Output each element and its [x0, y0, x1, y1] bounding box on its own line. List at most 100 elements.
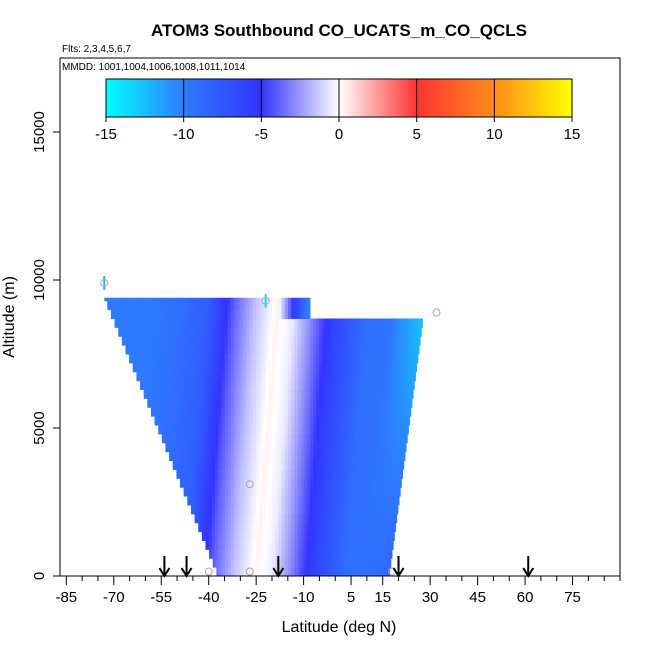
heatmap-cell: [389, 354, 393, 364]
heatmap-cell: [335, 398, 339, 408]
heatmap-cell: [211, 425, 216, 435]
heatmap-cell: [230, 380, 235, 391]
heatmap-cell: [186, 469, 191, 479]
heatmap-cell: [414, 354, 419, 364]
heatmap-cell: [303, 371, 308, 382]
heatmap-cell: [294, 540, 298, 550]
heatmap-cell: [221, 398, 226, 408]
heatmap-cell: [376, 380, 381, 391]
heatmap-cell: [221, 513, 226, 524]
heatmap-cell: [170, 442, 175, 453]
heatmap-cell: [151, 371, 156, 382]
heatmap-cell: [284, 442, 289, 453]
heatmap-cell: [278, 297, 282, 302]
heatmap-cell: [297, 398, 301, 408]
heatmap-cell: [347, 558, 352, 568]
heatmap-cell: [290, 478, 295, 488]
heatmap-cell: [398, 442, 403, 453]
heatmap-cell: [322, 451, 327, 462]
heatmap-cell: [268, 513, 273, 524]
heatmap-cell: [192, 398, 197, 408]
heatmap-cell: [313, 407, 317, 417]
heatmap-cell: [249, 433, 254, 444]
heatmap-cell: [398, 389, 403, 399]
heatmap-cell: [215, 540, 219, 550]
heatmap-cell: [357, 504, 362, 515]
heatmap-cell: [211, 433, 216, 444]
heatmap-cell: [341, 336, 346, 346]
heatmap-cell: [309, 487, 314, 497]
heatmap-cell: [328, 478, 333, 488]
heatmap-cell: [363, 345, 368, 355]
heatmap-cell: [303, 389, 308, 399]
heatmap-cell: [395, 389, 400, 399]
heatmap-cell: [192, 433, 197, 444]
heatmap-cell: [306, 496, 311, 506]
heatmap-cell: [145, 327, 150, 337]
heatmap-cell: [268, 460, 273, 470]
heatmap-cell: [290, 487, 295, 497]
heatmap-cell: [246, 362, 251, 373]
heatmap-cell: [370, 531, 374, 541]
heatmap-cell: [347, 487, 352, 497]
heatmap-cell: [268, 345, 273, 355]
heatmap-cell: [404, 407, 409, 417]
heatmap-cell: [344, 336, 349, 346]
heatmap-cell: [211, 336, 216, 346]
heatmap-cell: [259, 345, 263, 355]
heatmap-cell: [290, 389, 295, 399]
heatmap-cell: [246, 487, 251, 497]
heatmap-cell: [370, 451, 374, 462]
heatmap-cell: [294, 433, 298, 444]
heatmap-cell: [290, 496, 295, 506]
heatmap-cell: [180, 398, 184, 408]
heatmap-cell: [290, 336, 295, 346]
heatmap-cell: [189, 425, 194, 435]
heatmap-cell: [211, 309, 216, 319]
heatmap-field: [104, 297, 423, 577]
heatmap-cell: [309, 354, 314, 364]
heatmap-cell: [199, 389, 203, 399]
heatmap-cell: [271, 487, 276, 497]
heatmap-cell: [180, 460, 184, 470]
heatmap-cell: [287, 469, 292, 479]
heatmap-cell: [183, 407, 188, 417]
heatmap-cell: [300, 558, 305, 568]
heatmap-cell: [370, 487, 374, 497]
heatmap-cell: [164, 389, 169, 399]
heatmap-cell: [132, 318, 137, 328]
heatmap-cell: [408, 336, 412, 346]
heatmap-cell: [230, 354, 235, 364]
heatmap-cell: [218, 389, 222, 399]
chart-title: ATOM3 Southbound CO_UCATS_m_CO_QCLS: [151, 21, 527, 40]
heatmap-cell: [392, 398, 396, 408]
heatmap-cell: [199, 522, 203, 533]
heatmap-cell: [224, 354, 229, 364]
heatmap-cell: [332, 407, 336, 417]
heatmap-cell: [249, 531, 254, 541]
heatmap-cell: [281, 522, 286, 533]
heatmap-cell: [281, 531, 286, 541]
heatmap-cell: [275, 531, 279, 541]
heatmap-cell: [208, 407, 213, 417]
heatmap-cell: [104, 297, 108, 302]
heatmap-cell: [300, 380, 305, 391]
heatmap-cell: [294, 442, 298, 453]
heatmap-cell: [335, 327, 339, 337]
flights-label: Flts: 2,3,4,5,6,7: [62, 44, 131, 55]
heatmap-cell: [205, 309, 210, 319]
heatmap-cell: [278, 380, 282, 391]
heatmap-cell: [262, 496, 267, 506]
heatmap-cell: [385, 540, 390, 550]
heatmap-cell: [290, 300, 295, 311]
heatmap-cell: [303, 442, 308, 453]
heatmap-cell: [215, 513, 219, 524]
heatmap-cell: [278, 407, 282, 417]
heatmap-cell: [287, 433, 292, 444]
heatmap-cell: [183, 297, 188, 302]
heatmap-cell: [373, 442, 377, 453]
heatmap-cell: [262, 327, 267, 337]
heatmap-cell: [110, 309, 115, 319]
heatmap-cell: [347, 345, 352, 355]
colorbar: -15 -10 -5 0 5 10 15: [95, 78, 580, 143]
